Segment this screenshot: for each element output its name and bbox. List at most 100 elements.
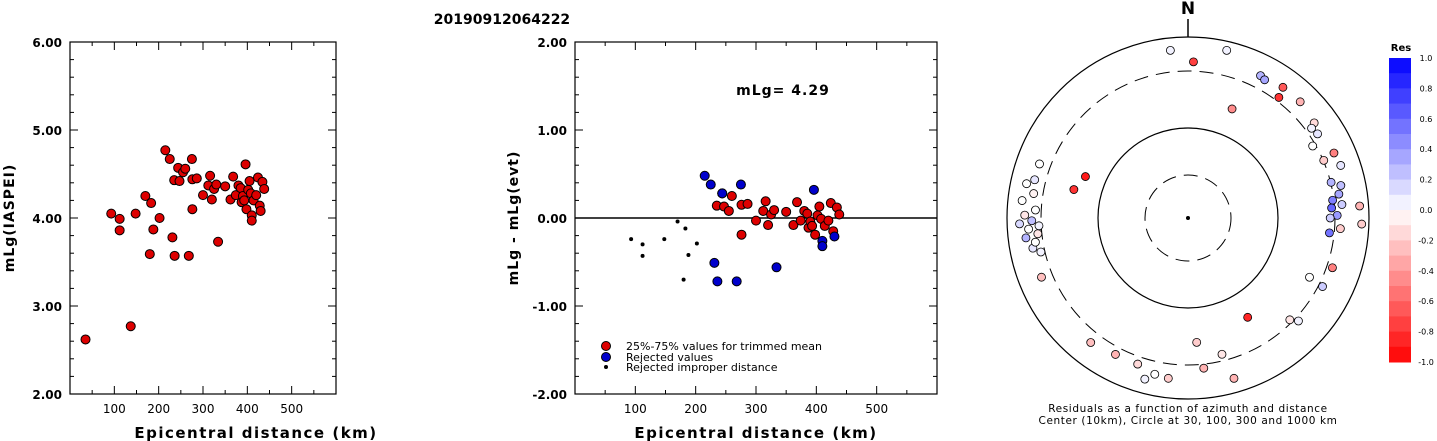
- station-point: [1017, 196, 1027, 205]
- station-point: [1033, 229, 1043, 239]
- station-point: [1325, 213, 1335, 223]
- y-tick-label: 0.00: [537, 212, 567, 226]
- data-point: [146, 198, 157, 209]
- y-tick-label: 1.00: [537, 124, 567, 138]
- data-point-improper: [681, 277, 686, 282]
- data-point-blue: [705, 179, 716, 190]
- colorbar-tick-label: 0.8: [1420, 84, 1433, 93]
- colorbar-tick-label: -0.2: [1418, 236, 1434, 245]
- y-tick-label: 5.00: [32, 124, 62, 138]
- data-point: [125, 321, 136, 332]
- data-point: [206, 194, 217, 205]
- data-points: [80, 145, 270, 345]
- data-point: [246, 215, 257, 226]
- station-residual-points: [1015, 45, 1367, 384]
- x-tick-label: 400: [236, 402, 259, 416]
- colorbar-cells: [1389, 58, 1411, 363]
- y-tick-label: 6.00: [32, 36, 62, 50]
- colorbar-cell: [1389, 346, 1411, 363]
- data-point-red: [742, 198, 753, 209]
- station-point: [1278, 82, 1288, 92]
- data-point: [213, 236, 224, 247]
- caption-line-1: Residuals as a function of azimuth and d…: [1048, 403, 1328, 415]
- station-point: [1031, 205, 1040, 215]
- data-point-improper: [640, 242, 645, 247]
- station-point: [1229, 373, 1239, 383]
- station-point: [1035, 159, 1044, 169]
- data-point-improper: [683, 226, 688, 231]
- mlg-annotation: mLg= 4.29: [736, 83, 830, 99]
- colorbar-tick-label: 0.4: [1420, 145, 1433, 154]
- y-tick-label: 2.00: [32, 388, 62, 402]
- station-point: [1015, 219, 1024, 229]
- epicenter-marker: [1186, 216, 1190, 220]
- x-axis-label: Epicentral distance (km): [634, 424, 877, 441]
- station-point: [1086, 338, 1096, 347]
- data-point-red: [814, 201, 825, 212]
- colorbar-cell: [1389, 149, 1411, 165]
- y-tick-label: -2.00: [532, 388, 567, 402]
- data-point-improper: [694, 241, 699, 246]
- colorbar-tick-label: 1.0: [1420, 54, 1433, 63]
- data-point-improper: [686, 252, 691, 257]
- axis-ticks: 100 200 300 400 500 2.00 3.00 4.00 5.00 6.00: [32, 36, 336, 416]
- station-point: [1336, 161, 1346, 170]
- data-point-red: [760, 196, 771, 207]
- legend-label-trimmed: 25%-75% values for trimmed mean: [626, 340, 822, 353]
- legend-marker-rejected: [601, 352, 611, 362]
- data-point: [187, 204, 198, 215]
- station-point: [1036, 247, 1046, 257]
- data-point: [191, 173, 202, 184]
- data-point: [164, 154, 175, 165]
- data-point-blue: [829, 231, 840, 242]
- station-point: [1337, 200, 1347, 209]
- data-point: [169, 250, 180, 261]
- station-point: [1336, 181, 1346, 190]
- station-point: [1355, 201, 1365, 211]
- data-point-blue: [808, 184, 819, 195]
- data-point: [205, 170, 216, 181]
- station-point: [1222, 45, 1232, 55]
- station-point: [1027, 216, 1037, 226]
- station-point: [1140, 374, 1150, 384]
- data-point: [186, 154, 197, 165]
- station-point: [1334, 189, 1344, 199]
- data-point-blue: [817, 241, 828, 252]
- legend-marker-trimmed: [601, 341, 611, 351]
- colorbar-ticks: 1.0 0.8 0.6 0.4 0.2 0.0 -0.2 -0.4 -0.6 -0.8 -1.0: [1418, 54, 1434, 367]
- station-point: [1308, 141, 1318, 151]
- data-point: [130, 208, 141, 219]
- panel-mlg-iaspei: 100 200 300 400 500 2.00 3.00 4.00 5.00 6.00 Epic…: [2, 36, 376, 441]
- y-tick-label: 4.00: [32, 212, 62, 226]
- colorbar-cell: [1389, 118, 1411, 135]
- station-point: [1329, 148, 1339, 158]
- data-point: [198, 190, 208, 201]
- colorbar-cell: [1389, 316, 1411, 333]
- station-point: [1335, 224, 1345, 234]
- station-point: [1133, 359, 1143, 369]
- x-tick-label: 500: [865, 402, 888, 416]
- station-point: [1029, 189, 1039, 198]
- colorbar-tick-label: -0.6: [1418, 297, 1434, 306]
- legend: 25%-75% values for trimmed mean Rejected…: [601, 340, 822, 374]
- data-point-red: [751, 215, 761, 226]
- data-points: [629, 170, 845, 287]
- x-tick-label: 200: [684, 402, 707, 416]
- station-point: [1243, 312, 1253, 322]
- circle-30km: [1144, 174, 1232, 262]
- data-point: [240, 159, 251, 170]
- data-point-red: [823, 215, 834, 226]
- station-point: [1031, 237, 1040, 247]
- colorbar-cell: [1389, 286, 1411, 302]
- data-point-blue: [735, 179, 746, 190]
- colorbar-cell: [1389, 103, 1411, 120]
- x-tick-label: 400: [805, 402, 828, 416]
- data-point: [148, 224, 159, 235]
- x-tick-label: 300: [192, 402, 215, 416]
- data-point: [114, 225, 125, 236]
- data-point: [167, 232, 178, 243]
- data-point-blue: [731, 276, 742, 287]
- station-point: [1081, 172, 1090, 181]
- station-point: [1274, 93, 1284, 102]
- station-point: [1022, 179, 1031, 189]
